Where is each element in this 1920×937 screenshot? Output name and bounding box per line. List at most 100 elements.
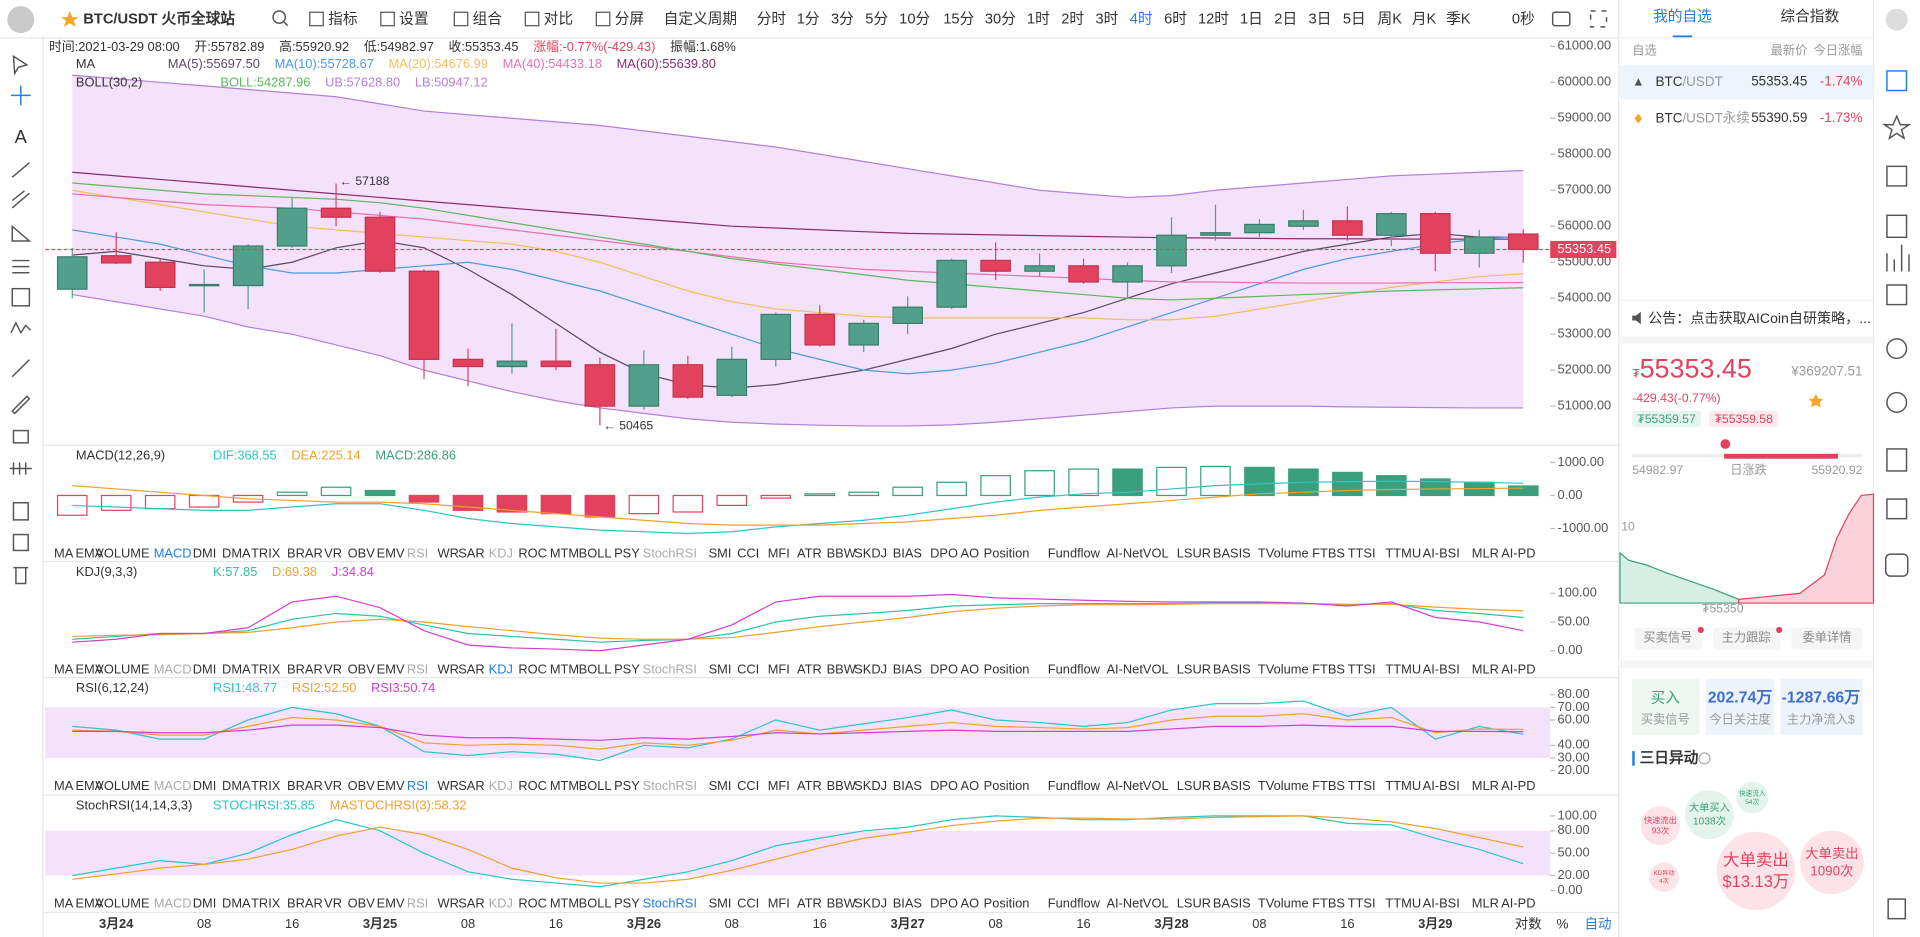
indicator-tab[interactable]: StochRSI (643, 546, 697, 561)
indicator-tab[interactable]: BOLL (579, 546, 612, 561)
indicator-tab[interactable]: ROC (518, 778, 547, 793)
indicator-tab[interactable]: SKDJ (854, 662, 887, 677)
indicator-tab[interactable]: BIAS (893, 778, 922, 793)
indicator-tab[interactable]: ROC (518, 546, 547, 561)
indicator-tab[interactable]: VOLUME (95, 895, 150, 910)
indicator-tab[interactable]: AI-BSI (1423, 778, 1460, 793)
layers-tool[interactable] (12, 502, 29, 521)
indicator-tab[interactable]: TTSI (1348, 895, 1376, 910)
indicator-tab[interactable]: LSUR (1177, 546, 1211, 561)
indicator-tab[interactable]: MACD (154, 895, 192, 910)
indicator-tab[interactable]: BIAS (893, 895, 922, 910)
indicator-tab[interactable]: TTSI (1348, 778, 1376, 793)
indicator-tab[interactable]: DMA (222, 546, 251, 561)
indicator-tab[interactable]: PSY (614, 662, 640, 677)
indicator-tab[interactable]: MFI (768, 895, 790, 910)
bubble[interactable] (1800, 830, 1864, 895)
indicator-tab[interactable]: AI-PD (1501, 546, 1535, 561)
indicator-tab[interactable]: EMA (75, 895, 103, 910)
indicator-tab[interactable]: EMV (377, 895, 405, 910)
indicator-tab[interactable]: CCI (737, 778, 759, 793)
indicator-tab[interactable]: MLR (1472, 546, 1499, 561)
indicator-tab[interactable]: AI-BSI (1423, 895, 1460, 910)
indicator-tab[interactable]: ATR (797, 895, 822, 910)
delete-tool[interactable] (13, 566, 29, 585)
indicator-tab[interactable]: LSUR (1177, 662, 1211, 677)
indicator-tab[interactable]: WR (437, 546, 458, 561)
indicator-tab[interactable]: BOLL (579, 895, 612, 910)
indicator-tab[interactable]: ROC (518, 662, 547, 677)
indicator-tab[interactable]: MLR (1472, 778, 1499, 793)
indicator-tab[interactable]: DPO (930, 662, 958, 677)
indicator-tab[interactable]: Position (984, 546, 1030, 561)
indicator-tab[interactable]: TVolume (1258, 895, 1309, 910)
help-icon[interactable] (1698, 752, 1711, 765)
bubble[interactable] (1649, 862, 1679, 892)
period[interactable]: 1日 (1240, 11, 1263, 27)
indicator-tab[interactable]: FTBS (1312, 895, 1345, 910)
indicator-tab[interactable]: Position (984, 662, 1030, 677)
indicator-tab[interactable]: TTMU (1385, 546, 1421, 561)
indicator-tab[interactable]: EMV (377, 778, 405, 793)
period[interactable]: 1时 (1027, 10, 1050, 27)
indicator-tab[interactable]: BASIS (1213, 546, 1251, 561)
indicator-tab[interactable]: StochRSI (643, 778, 697, 793)
menu-item[interactable]: 对比 (544, 10, 573, 27)
indicator-tab[interactable]: VOLUME (95, 546, 150, 561)
indicator-tab[interactable]: MTM (550, 895, 579, 910)
indicator-tab[interactable]: TTMU (1385, 662, 1421, 677)
indicator-tab[interactable]: Fundflow (1048, 778, 1101, 793)
card[interactable] (1632, 678, 1700, 736)
indicator-tab[interactable]: OBV (348, 662, 376, 677)
indicator-tab[interactable]: LSUR (1177, 778, 1211, 793)
indicator-tab[interactable]: FTBS (1312, 546, 1345, 561)
indicator-tab[interactable]: MA (54, 546, 74, 561)
indicator-tab[interactable]: BOLL (579, 778, 612, 793)
indicator-tab[interactable]: KDJ (489, 546, 513, 561)
indicator-tab[interactable]: AO (961, 778, 980, 793)
indicator-tab[interactable]: BRAR (287, 662, 323, 677)
indicator-tab[interactable]: EMA (75, 662, 103, 677)
period[interactable]: 2日 (1274, 11, 1297, 27)
crosshair-tool[interactable] (11, 85, 31, 106)
indicator-tab[interactable]: RSI (407, 895, 428, 910)
indicator-tab[interactable]: ATR (797, 778, 822, 793)
bubble[interactable] (1640, 806, 1680, 846)
period[interactable]: 4时 (1130, 10, 1153, 27)
period[interactable]: 季K (1446, 10, 1471, 27)
indicator-tab[interactable]: AI-BSI (1423, 662, 1460, 677)
indicator-tab[interactable]: MACD (154, 778, 192, 793)
indicator-tab[interactable]: EMV (377, 662, 405, 677)
indicator-tab[interactable]: DPO (930, 778, 958, 793)
indicator-tab[interactable]: SAR (458, 895, 484, 910)
period[interactable]: 15分 (943, 10, 974, 27)
indicator-tab[interactable]: DPO (930, 895, 958, 910)
sidebar-tab[interactable]: 综合指数 (1780, 8, 1839, 25)
menu-item[interactable]: 设置 (399, 10, 428, 27)
tool-icon[interactable] (1886, 391, 1908, 413)
auto-toggle[interactable]: 自动 (1584, 916, 1611, 931)
indicator-tab[interactable]: Fundflow (1048, 662, 1101, 677)
tool-icon[interactable] (1886, 70, 1908, 92)
indicator-tab[interactable]: MA (54, 895, 74, 910)
indicator-tab[interactable]: TRIX (251, 778, 281, 793)
bubble[interactable] (1716, 831, 1796, 911)
menu-item[interactable]: 指标 (328, 10, 358, 27)
indicator-tab[interactable]: EMA (75, 778, 103, 793)
indicator-tab[interactable]: FTBS (1312, 778, 1345, 793)
indicator-tab[interactable]: DMI (193, 546, 217, 561)
indicator-tab[interactable]: CCI (737, 662, 759, 677)
line-tool[interactable] (11, 162, 30, 178)
tool-icon[interactable] (1882, 114, 1912, 140)
indicator-tab[interactable]: MTM (550, 662, 579, 677)
settings-tool[interactable] (12, 533, 29, 552)
favorite-icon[interactable] (1808, 393, 1824, 408)
period[interactable]: 5日 (1343, 11, 1366, 27)
indicator-tab[interactable]: LSUR (1177, 895, 1211, 910)
indicator-tab[interactable]: DMA (222, 778, 251, 793)
indicator-tab[interactable]: SAR (458, 662, 484, 677)
indicator-tab[interactable]: MA (54, 662, 74, 677)
favorite-star[interactable] (61, 11, 79, 27)
period[interactable]: 3分 (831, 10, 854, 27)
indicator-tab[interactable]: RSI (407, 662, 428, 677)
